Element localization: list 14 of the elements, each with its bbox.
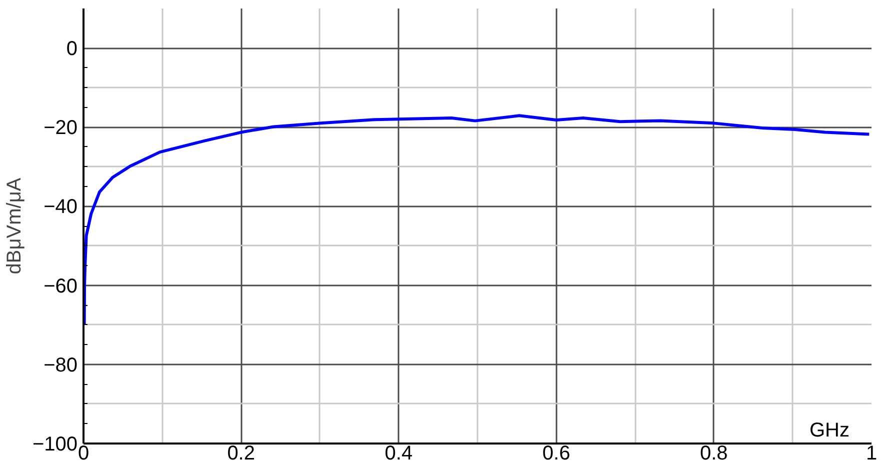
x-tick-label: 0.2 xyxy=(227,442,256,462)
x-tick-label: 0.6 xyxy=(542,442,570,462)
line-series xyxy=(84,114,871,326)
x-axis-title: GHz xyxy=(810,420,850,442)
y-tick-label: −60 xyxy=(44,275,78,298)
y-tick-label: 0 xyxy=(66,38,78,60)
x-tick-label: 0.4 xyxy=(384,442,413,462)
y-tick-label: −100 xyxy=(32,434,78,456)
y-tick-label: −80 xyxy=(44,354,78,376)
y-tick-label: −40 xyxy=(44,196,78,218)
y-tick-label: −20 xyxy=(44,117,78,140)
x-tick-label: 0.8 xyxy=(700,442,728,462)
x-tick-label: 1 xyxy=(866,442,878,462)
y-axis-title: dBμVm/μA xyxy=(3,177,26,274)
